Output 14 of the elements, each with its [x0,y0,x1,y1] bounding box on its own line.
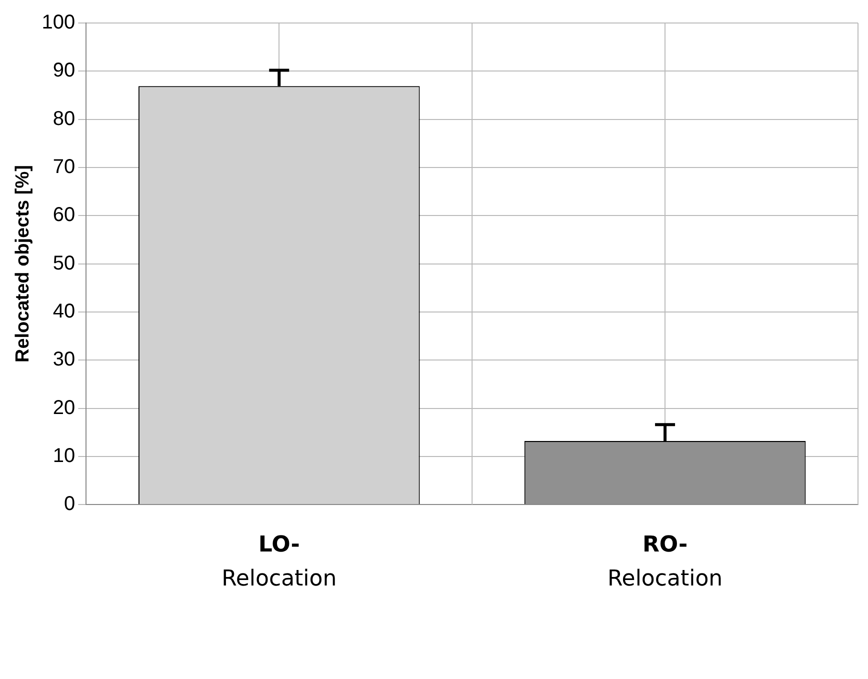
y-tick-label: 40 [52,300,76,322]
y-tick-label: 0 [64,493,76,516]
y-tick-label: 50 [52,252,76,274]
y-axis-title: Relocated objects [%] [12,165,34,363]
y-tick-label: 80 [52,108,76,130]
y-tick-label: 60 [52,204,76,226]
y-tick-label: 100 [42,12,76,34]
y-tick-label: 70 [52,156,76,178]
x-tick-label: RO- Relocation [607,532,723,592]
y-tick-label: 20 [52,396,76,419]
y-tick-label: 90 [52,60,76,82]
x-tick-label: LO- Relocation [222,532,337,592]
y-tick-label: 10 [52,444,76,467]
y-tick-label: 30 [52,348,76,371]
